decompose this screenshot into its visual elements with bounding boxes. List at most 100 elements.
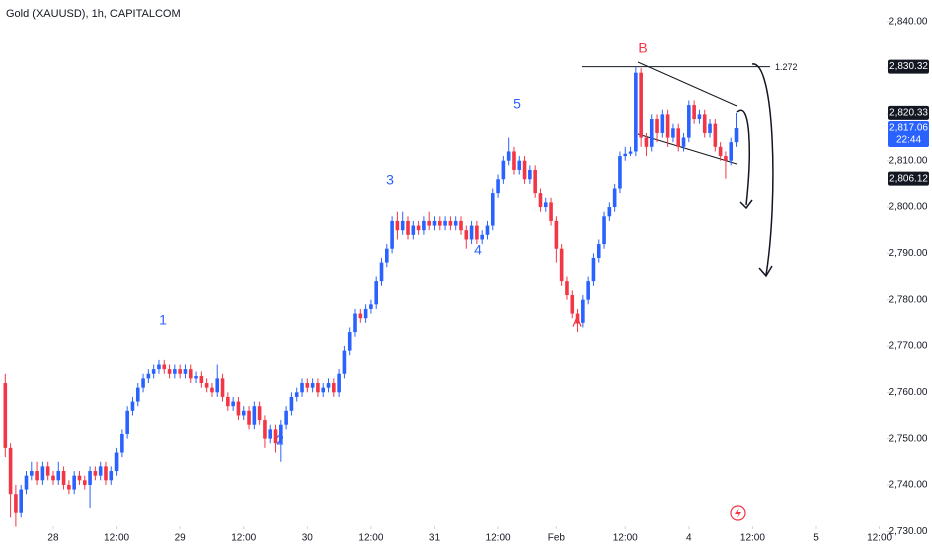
candle-body bbox=[289, 396, 294, 411]
y-tick-label: 2,810.00 bbox=[889, 155, 928, 166]
candle bbox=[114, 447, 119, 476]
candle bbox=[538, 188, 543, 212]
candle-body bbox=[575, 313, 580, 323]
candle-body bbox=[363, 308, 368, 319]
candle-body bbox=[310, 383, 315, 388]
alert-icon[interactable] bbox=[730, 505, 746, 521]
price-label-text: 2,820.33 bbox=[889, 108, 928, 119]
candle-body bbox=[45, 466, 50, 476]
channel-top bbox=[637, 61, 738, 107]
candle-body bbox=[469, 225, 474, 240]
candle bbox=[305, 378, 310, 393]
candle-body bbox=[98, 466, 103, 476]
candle bbox=[379, 257, 384, 286]
candle bbox=[713, 119, 718, 152]
candle bbox=[596, 239, 601, 263]
candle-body bbox=[570, 295, 575, 314]
candle-body bbox=[713, 123, 718, 147]
candle-body bbox=[204, 383, 209, 388]
candle bbox=[77, 471, 82, 485]
candle bbox=[300, 378, 304, 397]
candle-body bbox=[263, 420, 267, 439]
candle-body bbox=[257, 406, 262, 421]
candle bbox=[448, 216, 453, 231]
candle-body bbox=[395, 220, 400, 231]
candle-body bbox=[347, 332, 352, 351]
arrow-long bbox=[751, 63, 774, 276]
candle bbox=[490, 188, 495, 231]
candle bbox=[602, 211, 606, 249]
candle bbox=[109, 466, 114, 485]
candle-body bbox=[178, 369, 182, 374]
candle bbox=[220, 373, 225, 402]
candle bbox=[332, 378, 336, 397]
candle-body bbox=[602, 216, 606, 245]
candle bbox=[708, 119, 712, 138]
candle bbox=[252, 401, 257, 430]
candle-body bbox=[114, 452, 119, 472]
candle-body bbox=[24, 475, 29, 490]
candle bbox=[125, 406, 129, 439]
candle bbox=[14, 484, 18, 527]
candle-body bbox=[644, 137, 649, 147]
candle bbox=[294, 387, 299, 402]
candle bbox=[459, 216, 463, 235]
candle-body bbox=[88, 471, 92, 485]
candle bbox=[194, 371, 198, 384]
candle-body bbox=[93, 471, 98, 476]
candle-body bbox=[252, 406, 257, 425]
candle bbox=[660, 109, 665, 138]
candle bbox=[3, 373, 8, 458]
candle bbox=[522, 156, 527, 184]
candle-body bbox=[337, 373, 341, 393]
candle bbox=[135, 383, 140, 407]
candle bbox=[167, 364, 172, 379]
candle bbox=[649, 114, 654, 152]
candle bbox=[210, 383, 214, 397]
candle bbox=[416, 220, 421, 235]
candle bbox=[549, 197, 553, 226]
candle-body bbox=[475, 225, 479, 240]
candle-body bbox=[634, 72, 638, 152]
candle-body bbox=[194, 376, 198, 379]
candle-body bbox=[501, 160, 506, 180]
candle-body bbox=[623, 153, 628, 157]
candle-body bbox=[485, 225, 490, 235]
candle bbox=[342, 345, 347, 379]
candle-body bbox=[369, 304, 373, 309]
candle-body bbox=[167, 369, 172, 374]
candle-body bbox=[708, 123, 712, 133]
candle-body bbox=[146, 373, 151, 379]
candle bbox=[422, 216, 426, 235]
candle bbox=[724, 151, 728, 179]
candle bbox=[56, 461, 61, 485]
candle bbox=[326, 378, 331, 393]
candle-body bbox=[612, 188, 617, 208]
candle bbox=[543, 197, 548, 212]
candle-body bbox=[151, 369, 156, 374]
candle bbox=[231, 396, 235, 411]
candle bbox=[19, 484, 23, 518]
wave-label: 5 bbox=[513, 96, 521, 112]
candle-body bbox=[533, 169, 537, 194]
candle-body bbox=[416, 225, 421, 231]
candle-body bbox=[390, 220, 394, 249]
candle bbox=[623, 146, 628, 161]
candle-body bbox=[459, 220, 463, 231]
candle-body bbox=[437, 220, 442, 226]
candle bbox=[634, 66, 638, 157]
arrow-head bbox=[739, 199, 753, 210]
candle bbox=[98, 461, 103, 481]
candle-body bbox=[724, 156, 728, 161]
candle bbox=[146, 369, 151, 384]
candle-body bbox=[135, 387, 140, 402]
candle-body bbox=[188, 369, 193, 379]
candle-body bbox=[512, 151, 516, 170]
candle bbox=[358, 308, 363, 323]
x-tick-label: 28 bbox=[47, 533, 59, 544]
candle bbox=[501, 156, 506, 184]
candle-body bbox=[72, 475, 76, 490]
candle bbox=[528, 165, 532, 184]
candle bbox=[581, 295, 585, 328]
candle bbox=[437, 216, 442, 231]
